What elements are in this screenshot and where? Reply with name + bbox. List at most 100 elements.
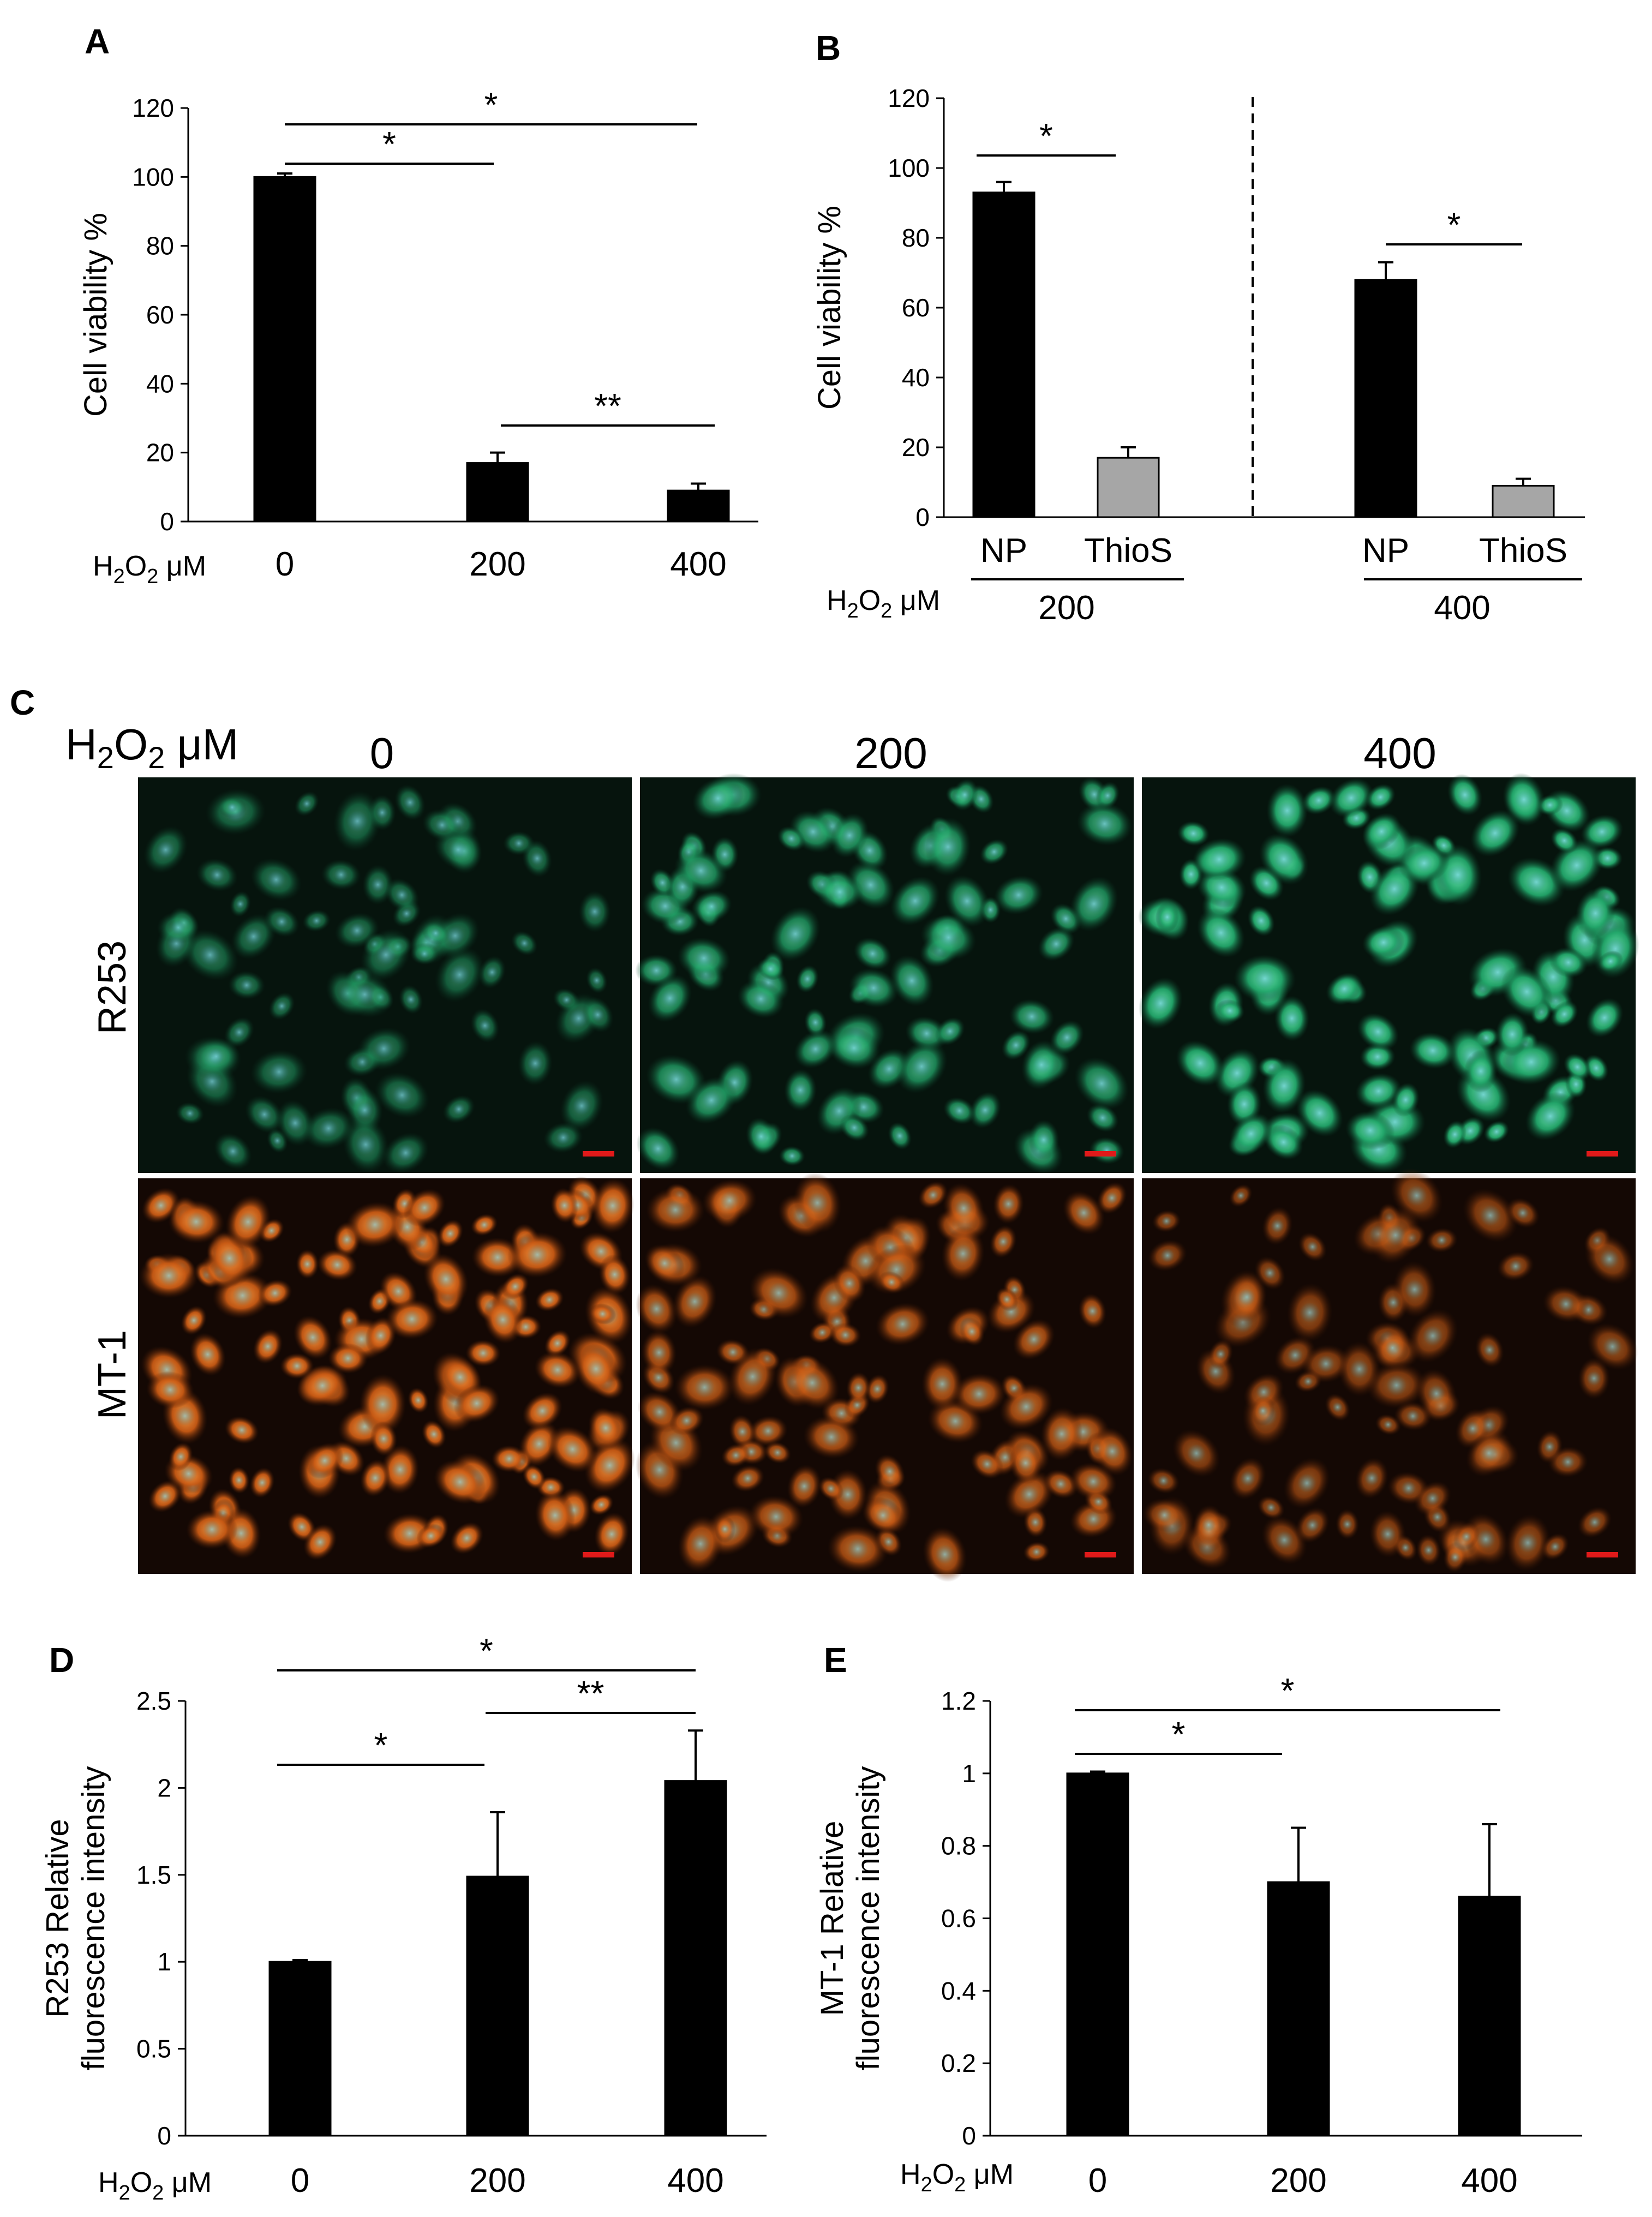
- nucleus: [446, 926, 465, 945]
- nucleus: [1383, 1420, 1393, 1429]
- nucleus: [503, 1452, 516, 1465]
- x-tick-label: 0: [1088, 2162, 1107, 2200]
- bar: [253, 176, 316, 523]
- nucleus: [349, 922, 365, 939]
- nucleus: [520, 1321, 531, 1333]
- nucleus: [1002, 1295, 1011, 1304]
- bar: [1492, 484, 1555, 518]
- y-axis-label: fluorescence intensity: [76, 1766, 111, 2071]
- nucleus: [1476, 1530, 1496, 1549]
- nucleus: [1238, 1289, 1256, 1306]
- nucleus: [731, 1450, 741, 1461]
- nucleus: [1018, 1455, 1033, 1471]
- chart-e: 0 0.2 0.4 0.6 0.8 1 1.2 MT-1 Relative fluorescen…: [815, 1671, 1582, 2200]
- nucleus: [1480, 1444, 1498, 1463]
- nucleus: [826, 1484, 836, 1494]
- nucleus: [953, 1105, 966, 1117]
- nucleus: [1187, 1443, 1206, 1463]
- x-axis-label: H2O2 μM: [98, 2167, 212, 2204]
- y-tick-label: 0: [915, 503, 930, 531]
- nucleus: [267, 870, 285, 889]
- nucleus: [400, 1524, 419, 1543]
- nucleus: [1415, 854, 1433, 872]
- nucleus: [875, 1507, 891, 1523]
- nucleus: [374, 1039, 393, 1058]
- nucleus: [558, 1199, 571, 1212]
- nucleus: [572, 1096, 591, 1116]
- nucleus: [1516, 1207, 1529, 1220]
- nucleus: [665, 1432, 687, 1454]
- nucleus: [1278, 801, 1297, 820]
- nucleus: [919, 1026, 935, 1041]
- nucleus: [1427, 1385, 1446, 1403]
- nucleus: [261, 1340, 274, 1353]
- x-tick-label: 400: [670, 546, 726, 583]
- nucleus: [848, 1122, 860, 1134]
- x-tick-label: 400: [667, 2162, 723, 2200]
- nucleus: [1566, 855, 1588, 876]
- y-axis-label: MT-1 Relative: [815, 1821, 850, 2016]
- nucleus: [1306, 1518, 1320, 1532]
- nucleus: [1236, 1191, 1246, 1200]
- nucleus: [1284, 1010, 1300, 1027]
- y-tick-label: 20: [902, 433, 930, 462]
- nucleus: [591, 1008, 604, 1022]
- x-tick-label: 200: [469, 546, 525, 583]
- row-label-mt1: MT-1: [91, 1330, 134, 1419]
- nucleus: [752, 990, 769, 1008]
- nucleus: [680, 1414, 693, 1427]
- nucleus: [1103, 1442, 1121, 1460]
- nucleus: [1060, 1030, 1074, 1045]
- nucleus: [313, 1376, 332, 1395]
- micrograph-r253-200: [635, 773, 1134, 1175]
- nucleus: [460, 1531, 474, 1545]
- nucleus: [592, 975, 602, 985]
- nucleus: [1157, 1507, 1172, 1523]
- nucleus: [797, 1478, 812, 1494]
- nucleus: [395, 888, 409, 902]
- nucleus: [742, 1366, 763, 1387]
- nucleus: [1228, 1064, 1247, 1083]
- nucleus: [905, 891, 925, 911]
- nucleus: [185, 1108, 195, 1118]
- nucleus: [1032, 1547, 1042, 1557]
- nucleus: [806, 1192, 828, 1214]
- scale-bar: [1085, 1151, 1116, 1157]
- nucleus: [665, 1200, 686, 1220]
- nucleus: [804, 823, 822, 841]
- nucleus: [1337, 982, 1351, 996]
- nucleus: [1571, 1079, 1581, 1089]
- x-tick-label: ThioS: [1084, 532, 1172, 570]
- nucleus: [765, 964, 776, 974]
- y-tick-label: 60: [146, 301, 174, 329]
- nucleus: [428, 1429, 439, 1440]
- nucleus: [1332, 1402, 1343, 1413]
- nucleus: [1517, 981, 1537, 1002]
- nucleus: [1254, 968, 1276, 990]
- nucleus: [865, 979, 883, 997]
- y-tick-label: 1.2: [941, 1687, 976, 1715]
- nucleus: [1587, 904, 1605, 922]
- micrograph-mt-1-200: [635, 1172, 1134, 1582]
- nucleus: [865, 946, 880, 961]
- nucleus: [233, 1026, 246, 1039]
- y-tick-label: 0.2: [941, 2049, 976, 2077]
- nucleus: [597, 1309, 608, 1319]
- nucleus: [526, 1244, 548, 1266]
- nucleus: [1211, 923, 1231, 943]
- nucleus: [1518, 1532, 1538, 1553]
- nucleus: [1086, 1305, 1099, 1317]
- nucleus: [235, 1424, 248, 1436]
- nucleus: [887, 1277, 896, 1287]
- micrograph-mt-1-400: [1142, 1168, 1638, 1574]
- nucleus: [1266, 1502, 1276, 1513]
- nucleus: [1541, 1106, 1560, 1126]
- chart-a: 0 20 40 60 80 100 120 Cell viability % H2O2 μM 0 2…: [78, 85, 758, 588]
- nucleus: [1310, 1104, 1329, 1123]
- nucleus: [1162, 912, 1173, 922]
- nucleus: [661, 989, 679, 1008]
- nucleus: [355, 1134, 376, 1155]
- nucleus: [549, 1362, 566, 1379]
- nucleus: [1103, 790, 1113, 801]
- nucleus: [957, 891, 977, 911]
